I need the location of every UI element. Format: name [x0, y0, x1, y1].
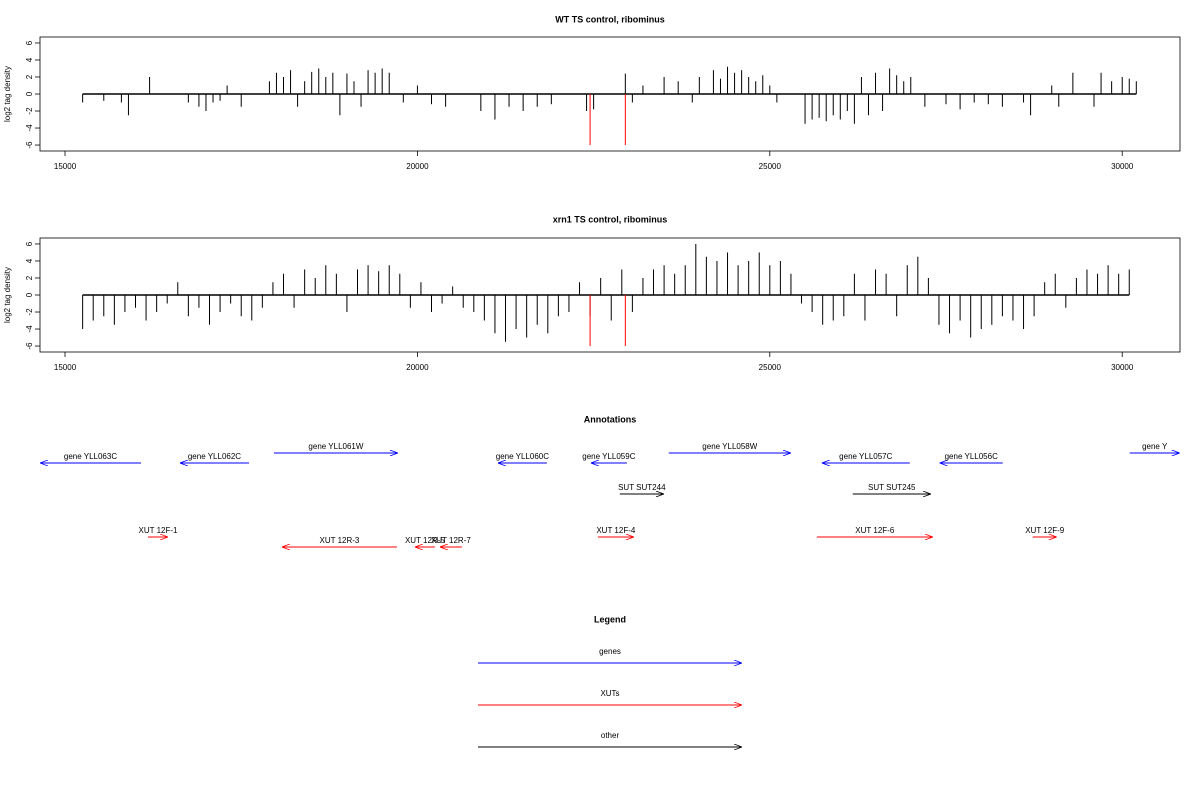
x-tick-label: 20000 — [406, 162, 429, 171]
feature-label: SUT SUT244 — [618, 483, 666, 492]
x-tick-label: 30000 — [1111, 363, 1134, 372]
feature-label: gene YLL062C — [188, 452, 241, 461]
feature-label: XUT 12R-7 — [431, 536, 471, 545]
feature-label: gene YLL057C — [839, 452, 892, 461]
legend-label: genes — [599, 647, 621, 656]
y-tick-label: 2 — [25, 275, 34, 280]
y-tick-label: 6 — [25, 241, 34, 246]
feature-label: XUT 12F-4 — [596, 526, 636, 535]
y-tick-label: -2 — [25, 308, 34, 316]
chart-title: xrn1 TS control, ribominus — [553, 214, 668, 224]
feature-label: gene Y — [1142, 442, 1168, 451]
feature-label: XUT 12F-9 — [1025, 526, 1065, 535]
x-tick-label: 30000 — [1111, 162, 1134, 171]
y-axis-label: log2 tag density — [3, 267, 12, 323]
y-tick-label: 4 — [25, 258, 34, 263]
feature-label: gene YLL063C — [64, 452, 117, 461]
y-tick-label: 0 — [25, 91, 34, 96]
legend-label: other — [601, 731, 620, 740]
y-tick-label: 0 — [25, 292, 34, 297]
x-tick-label: 25000 — [759, 162, 782, 171]
y-tick-label: -6 — [25, 342, 34, 350]
y-tick-label: 6 — [25, 40, 34, 45]
y-tick-label: -4 — [25, 124, 34, 132]
legend-title: Legend — [594, 614, 626, 624]
feature-label: XUT 12F-6 — [855, 526, 895, 535]
x-tick-label: 25000 — [759, 363, 782, 372]
y-tick-label: -6 — [25, 141, 34, 149]
feature-label: gene YLL058W — [702, 442, 757, 451]
y-tick-label: 4 — [25, 57, 34, 62]
x-tick-label: 15000 — [54, 363, 77, 372]
x-tick-label: 15000 — [54, 162, 77, 171]
x-tick-label: 20000 — [406, 363, 429, 372]
y-axis-label: log2 tag density — [3, 66, 12, 122]
feature-label: gene YLL056C — [945, 452, 998, 461]
annotations-title: Annotations — [584, 414, 637, 424]
feature-label: XUT 12R-3 — [319, 536, 359, 545]
chart-title: WT TS control, ribominus — [555, 14, 665, 24]
y-tick-label: -2 — [25, 107, 34, 115]
y-tick-label: -4 — [25, 325, 34, 333]
feature-label: gene YLL059C — [582, 452, 635, 461]
feature-label: SUT SUT245 — [868, 483, 916, 492]
legend-label: XUTs — [600, 689, 619, 698]
feature-label: gene YLL061W — [308, 442, 363, 451]
y-tick-label: 2 — [25, 74, 34, 79]
feature-label: XUT 12F-1 — [138, 526, 178, 535]
feature-label: XUT 12R-5 — [405, 536, 445, 545]
feature-label: gene YLL060C — [496, 452, 549, 461]
